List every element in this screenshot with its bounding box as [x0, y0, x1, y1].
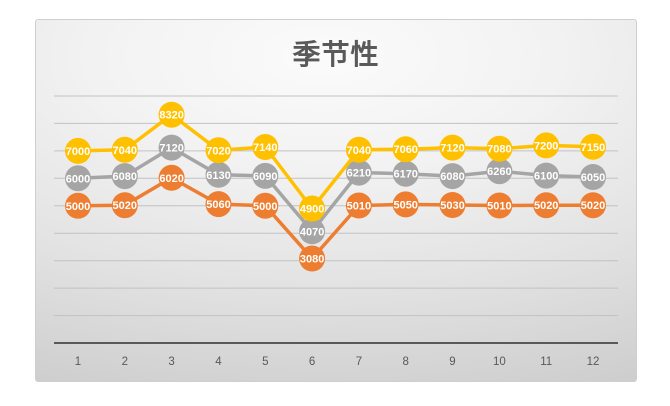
orange-series-marker[interactable] [533, 192, 560, 219]
orange-series-data-label: 5020 [113, 200, 137, 212]
orange-series-data-label: 5050 [393, 199, 417, 211]
gold-series-marker[interactable] [345, 136, 372, 163]
gold-series-data-label: 7040 [113, 145, 137, 157]
gray-series-marker[interactable] [392, 160, 419, 187]
x-tick-label: 6 [309, 356, 315, 368]
orange-series-marker[interactable] [439, 192, 466, 218]
gray-series-marker[interactable] [158, 134, 185, 161]
orange-series-marker[interactable] [345, 192, 372, 219]
gray-series-data-label: 6170 [393, 169, 417, 181]
gold-series-data-label: 4900 [300, 204, 324, 216]
gold-series-marker[interactable] [439, 134, 466, 161]
gray-series-marker[interactable] [345, 159, 372, 186]
gray-series-data-label: 6080 [113, 171, 137, 183]
x-tick-label: 2 [122, 356, 128, 368]
orange-series-data-label: 5030 [440, 200, 464, 212]
orange-series-data-label: 5020 [534, 200, 558, 212]
gray-series-marker[interactable] [299, 218, 326, 245]
gold-series-marker[interactable] [533, 132, 560, 159]
orange-series-marker[interactable] [392, 191, 419, 218]
orange-series-data-label: 5020 [581, 200, 605, 212]
gold-series-marker[interactable] [158, 101, 185, 128]
gray-series-data-label: 4070 [300, 226, 324, 238]
gold-series-data-label: 7080 [487, 144, 511, 156]
x-tick-label: 9 [449, 356, 455, 368]
gray-series-data-label: 6100 [534, 171, 558, 183]
gold-series-data-label: 7000 [66, 146, 90, 158]
gold-series-marker[interactable] [111, 136, 138, 163]
x-tick-label: 7 [356, 356, 362, 368]
gold-series-data-label: 7060 [393, 144, 417, 156]
gray-series-marker[interactable] [580, 164, 606, 190]
gold-series-line[interactable] [76, 112, 595, 211]
gold-series-data-label: 8320 [159, 110, 183, 122]
gold-series-marker[interactable] [205, 137, 232, 164]
gold-series-data-label: 7200 [534, 140, 558, 152]
gray-series-data-label: 6210 [347, 168, 371, 180]
gray-series-data-label: 6000 [66, 173, 90, 185]
x-tick-label: 1 [75, 356, 81, 368]
x-tick-label: 12 [587, 356, 600, 368]
orange-series-marker[interactable] [486, 192, 513, 219]
gray-series-marker[interactable] [533, 162, 560, 189]
gray-series-data-label: 6260 [487, 166, 511, 178]
gray-series-marker[interactable] [252, 162, 279, 189]
x-tick-label: 5 [262, 356, 268, 368]
orange-series-data-label: 5010 [347, 201, 371, 213]
orange-series-marker[interactable] [205, 191, 232, 218]
gold-series-marker[interactable] [299, 195, 326, 222]
x-tick-label: 3 [168, 356, 174, 368]
chart-area[interactable]: 季节性 1 2 3 4 5 6 7 8 9 10 11 12 5000 5020 6020 5060 5000… [35, 19, 637, 382]
chart-title: 季节性 [292, 39, 380, 70]
orange-series-line[interactable] [76, 176, 595, 261]
gray-series-marker[interactable] [486, 158, 513, 185]
gray-series-data-label: 6090 [253, 171, 277, 183]
x-tick-label: 4 [215, 356, 222, 368]
orange-series-data-label: 5010 [487, 201, 511, 213]
x-tick-label: 10 [493, 356, 506, 368]
orange-series-data-label: 5000 [253, 201, 277, 213]
orange-series-marker[interactable] [580, 192, 606, 219]
gray-series-marker[interactable] [111, 163, 138, 190]
gold-series-data-label: 7140 [253, 142, 277, 154]
gray-series-marker[interactable] [205, 161, 232, 188]
orange-series-marker[interactable] [158, 164, 185, 191]
x-axis-group: 1 2 3 4 5 6 7 8 9 10 11 12 [54, 342, 618, 368]
gold-series-marker[interactable] [392, 136, 419, 163]
gray-series-data-label: 6130 [206, 170, 230, 182]
gray-series-data-label: 6050 [581, 172, 605, 184]
gold-series-data-label: 7020 [206, 145, 230, 157]
gold-series-marker[interactable] [252, 134, 279, 160]
gray-series-data-label: 6080 [440, 171, 464, 183]
orange-series-marker[interactable] [65, 192, 91, 219]
gray-series-marker[interactable] [65, 165, 91, 192]
orange-series-data-label: 3080 [300, 254, 324, 266]
orange-series-data-label: 5060 [206, 199, 230, 211]
x-tick-label: 8 [402, 356, 408, 368]
orange-series-data-label: 5000 [66, 201, 90, 213]
series-group: 5000 5020 6020 5060 5000 3080 5010 5050 5030 5010… [65, 101, 606, 272]
gold-series-marker[interactable] [65, 137, 91, 164]
gray-series-marker[interactable] [439, 163, 466, 190]
gold-series-data-label: 7150 [581, 142, 605, 154]
gold-series-data-label: 7120 [440, 143, 464, 155]
orange-series-marker[interactable] [299, 245, 326, 272]
orange-series-marker[interactable] [111, 192, 138, 219]
gold-series-data-label: 7040 [347, 145, 371, 157]
orange-series-data-label: 6020 [159, 173, 183, 185]
gray-series-line[interactable] [76, 145, 595, 234]
gold-series-marker[interactable] [486, 135, 513, 162]
x-tick-label: 11 [540, 356, 552, 368]
gold-series-marker[interactable] [580, 133, 606, 160]
gray-series-data-label: 7120 [159, 143, 183, 155]
orange-series-marker[interactable] [252, 192, 279, 219]
